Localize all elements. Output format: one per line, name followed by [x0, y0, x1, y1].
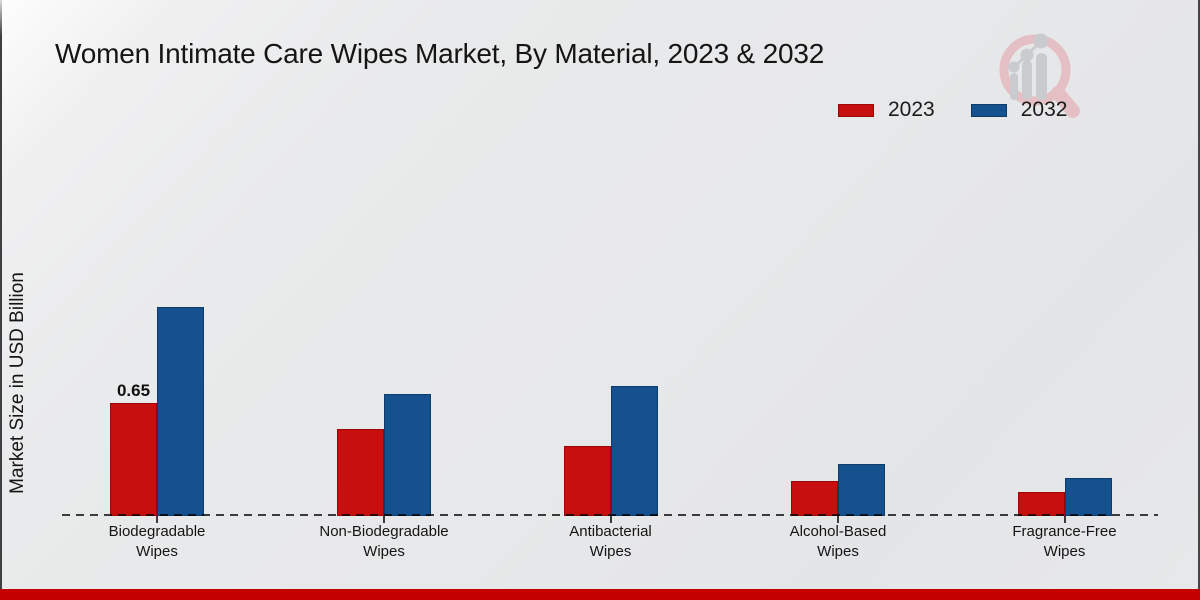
category-tick [1063, 516, 1066, 523]
category-tick [609, 516, 612, 523]
left-border-line [0, 0, 2, 600]
category-label-biodegradable-wipes: Biodegradable Wipes [108, 523, 206, 560]
footer-red-stripe [0, 589, 1200, 600]
legend-swatch-2032 [970, 103, 1007, 117]
category-label-alcohol-based-wipes: Alcohol-Based Wipes [789, 523, 887, 560]
magnifier-growth-logo-icon [999, 33, 1080, 118]
legend-label-2023: 2023 [888, 98, 935, 121]
bar-2023-fragrance-free-wipes [1017, 492, 1065, 516]
bar-2032-fragrance-free-wipes [1064, 478, 1112, 516]
category-tick [383, 516, 385, 523]
bar-2023-antibacterial-wipes [563, 446, 611, 516]
legend-item-2023: 2023 [838, 98, 935, 122]
category-tick [156, 516, 158, 523]
x-axis-dashed-baseline [62, 514, 1158, 516]
page-title: Women Intimate Care Wipes Market, By Mat… [55, 38, 825, 69]
category-label-non-biodegradable-wipes: Non-Biodegradable Wipes [319, 523, 449, 560]
category-label-fragrance-free-wipes: Fragrance-Free Wipes [1012, 523, 1117, 560]
right-border-line [1198, 0, 1200, 600]
legend-label-2032: 2032 [1020, 98, 1068, 121]
y-axis-label: Market Size in USD Billion [7, 272, 28, 494]
bar-2032-non-biodegradable-wipes [384, 394, 431, 516]
bar-2023-non-biodegradable-wipes [337, 429, 384, 516]
bar-2032-antibacterial-wipes [610, 386, 658, 516]
legend-swatch-2023 [838, 103, 874, 117]
legend-item-2032: 2032 [970, 98, 1068, 122]
bar-2023-alcohol-based-wipes [791, 481, 838, 516]
bar-value-label: 0.65 [116, 381, 151, 400]
bar-2032-alcohol-based-wipes [838, 464, 885, 516]
bar-2023-biodegradable-wipes [110, 403, 157, 516]
category-label-antibacterial-wipes: Antibacterial Wipes [569, 523, 652, 560]
category-tick [837, 516, 839, 523]
chart-legend: 2023 2032 [838, 98, 1067, 122]
bar-2032-biodegradable-wipes [157, 307, 204, 516]
